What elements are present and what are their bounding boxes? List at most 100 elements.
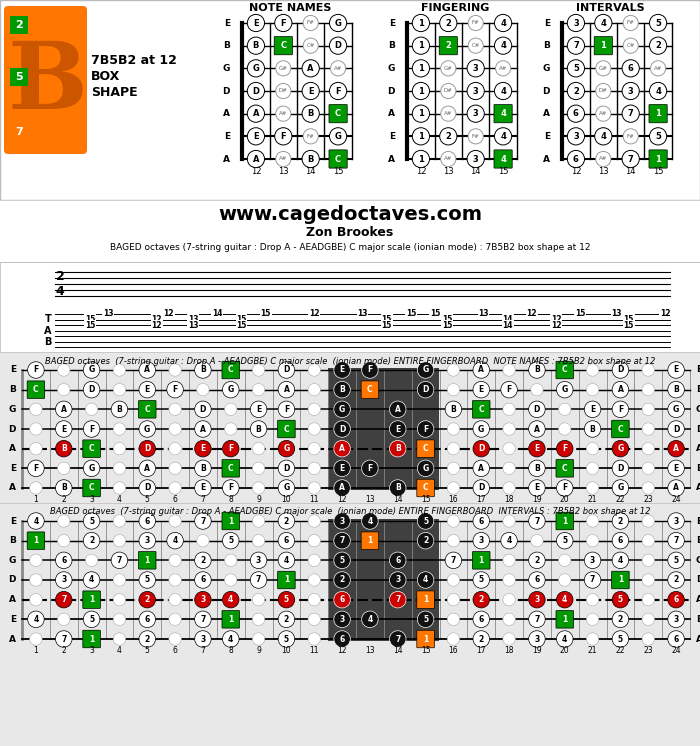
Text: E: E [696,615,700,624]
Circle shape [668,513,685,529]
Text: A#: A# [444,157,452,161]
Text: 5: 5 [145,495,150,504]
Circle shape [247,82,265,100]
Text: B: B [9,536,16,545]
Text: B: B [534,464,540,473]
Text: 13: 13 [611,310,622,319]
FancyBboxPatch shape [83,630,100,648]
Circle shape [595,14,612,31]
Text: E: E [224,132,230,141]
Text: C: C [144,405,150,414]
Text: 12: 12 [251,167,261,176]
Circle shape [308,515,321,527]
Circle shape [494,37,512,54]
Text: G: G [423,366,428,374]
FancyBboxPatch shape [594,37,612,54]
Circle shape [334,571,350,589]
Text: D: D [696,575,700,585]
Circle shape [650,128,666,145]
Text: D: D [335,41,342,50]
Circle shape [111,552,127,568]
Text: A: A [253,154,259,163]
Text: 14: 14 [503,321,513,330]
Circle shape [584,552,601,568]
Text: 2: 2 [618,516,623,525]
Text: E: E [544,132,550,141]
Text: A: A [696,635,700,644]
Circle shape [85,554,98,566]
Text: 5: 5 [340,556,344,565]
Text: 5: 5 [284,595,289,604]
Circle shape [417,611,434,627]
Text: E: E [479,385,484,394]
Text: E: E [673,366,679,374]
Circle shape [528,421,545,437]
Text: 24: 24 [671,495,681,504]
Text: 1: 1 [618,575,623,585]
Text: SHAPE: SHAPE [91,86,138,98]
Text: 11: 11 [309,646,319,655]
Circle shape [596,106,611,122]
Text: 4: 4 [368,516,372,525]
Text: 1: 1 [562,615,568,624]
Circle shape [57,364,70,376]
Text: F#: F# [307,134,314,139]
Text: 7: 7 [200,516,206,525]
FancyBboxPatch shape [83,479,100,497]
Text: G: G [339,405,345,414]
Circle shape [223,440,239,457]
Circle shape [278,381,295,398]
Text: 18: 18 [504,495,514,504]
Text: G: G [8,405,16,414]
Text: E: E [696,366,700,374]
Circle shape [473,630,489,648]
Circle shape [195,630,211,648]
FancyBboxPatch shape [612,571,629,589]
Circle shape [308,574,321,586]
Circle shape [567,105,584,122]
Text: G: G [696,556,700,565]
Text: D: D [696,424,700,433]
Text: 1: 1 [89,635,95,644]
Circle shape [139,421,155,437]
Text: C: C [423,483,428,492]
Text: B: B [253,41,259,50]
Circle shape [417,533,434,549]
Text: 1: 1 [423,595,428,604]
Text: 3: 3 [673,615,679,624]
Text: A: A [9,635,16,644]
Circle shape [642,554,654,566]
Text: A: A [478,366,484,374]
Text: 15: 15 [237,321,246,330]
Circle shape [412,14,430,31]
Text: E: E [256,405,261,414]
Circle shape [496,60,511,76]
Circle shape [57,613,70,626]
Circle shape [440,128,457,145]
Text: G: G [542,64,550,73]
Circle shape [330,37,346,54]
Text: 12: 12 [416,167,426,176]
Text: E: E [10,615,16,624]
Text: A: A [543,154,550,163]
Circle shape [668,571,685,589]
Text: BOX: BOX [91,69,120,83]
Text: 4: 4 [423,575,428,585]
Circle shape [503,423,515,435]
Text: A: A [223,154,230,163]
Text: 15: 15 [442,321,452,330]
Circle shape [468,38,483,53]
Circle shape [447,462,460,474]
Circle shape [302,60,319,77]
Circle shape [28,460,44,477]
Text: 15: 15 [332,167,343,176]
Circle shape [113,515,125,527]
Text: 14: 14 [212,310,223,319]
Circle shape [587,633,598,645]
Circle shape [503,462,515,474]
Text: D: D [478,444,484,453]
Text: E: E [224,19,230,28]
Text: F: F [34,464,38,473]
Text: 4: 4 [500,41,506,50]
Text: G: G [335,19,342,28]
